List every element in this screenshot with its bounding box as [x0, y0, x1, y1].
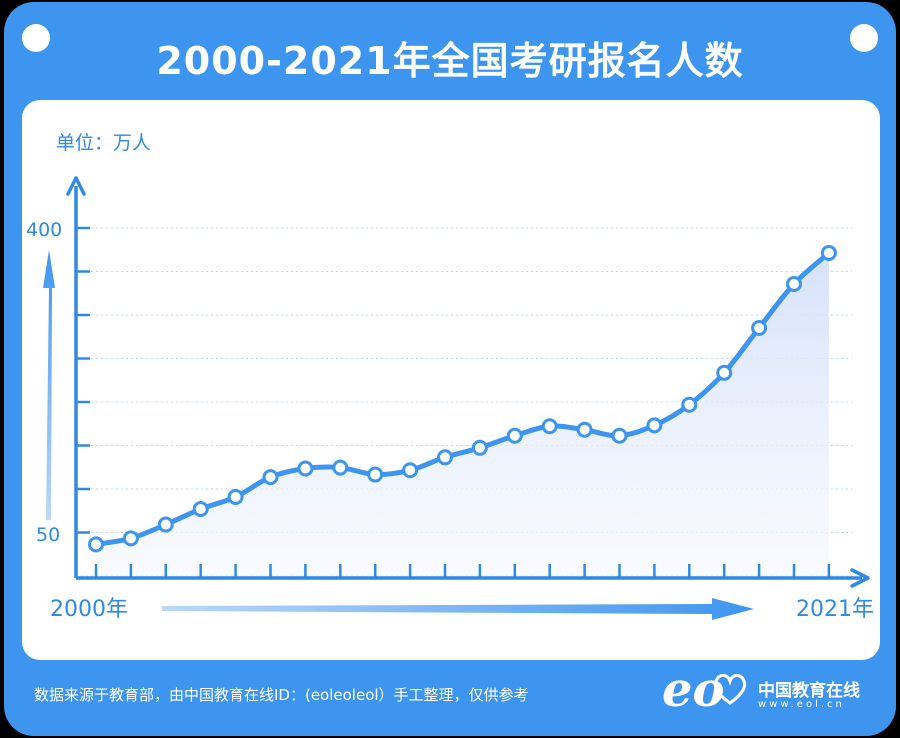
data-point-2003 [192, 501, 209, 518]
chart-panel: 50 400 2000年 2021年 单位：万人 [22, 100, 880, 660]
data-point-2006 [297, 460, 314, 477]
y-growth-arrow [43, 250, 55, 520]
unit-label: 单位：万人 [56, 132, 152, 154]
data-point-2012 [506, 427, 523, 444]
data-point-2009 [402, 462, 419, 479]
hanging-hole-right [850, 24, 878, 52]
eol-logo: eo 中国教育在线 www.eol.cn [662, 662, 862, 718]
data-point-2019 [751, 319, 768, 336]
x-label-start: 2000年 [50, 597, 128, 622]
data-point-2004 [227, 488, 244, 505]
x-axis-arrowhead [850, 568, 870, 588]
series-line [93, 250, 832, 547]
data-point-2005 [262, 469, 279, 486]
data-point-2007 [332, 459, 349, 476]
logo-text: 中国教育在线 [758, 681, 860, 701]
data-point-2010 [437, 449, 453, 466]
chart-title: 2000-2021年全国考研报名人数 [156, 39, 744, 83]
data-point-2017 [681, 396, 698, 413]
data-point-2001 [122, 530, 139, 547]
area-fill [96, 252, 829, 579]
data-point-2018 [716, 364, 733, 381]
data-point-2015 [611, 427, 628, 444]
data-point-2016 [646, 417, 663, 434]
source-note: 数据来源于教育部，由中国教育在线ID：(eoleoleol）手工整理，仅供参考 [34, 686, 529, 704]
hanging-hole-left [22, 24, 50, 52]
y-axis-arrowhead [66, 176, 86, 196]
data-point-2014 [576, 421, 593, 438]
data-point-2008 [367, 466, 384, 483]
data-point-2020 [786, 275, 802, 292]
infographic-card: 2000-2021年全国考研报名人数 50 400 2000年 2021年 单位：万人… [4, 2, 896, 736]
y-label-50: 50 [36, 524, 60, 546]
x-label-end: 2021年 [796, 597, 874, 622]
logo-mark: eo [662, 662, 725, 718]
data-point-2000 [88, 536, 104, 553]
data-point-2002 [157, 516, 174, 533]
line-chart: 50 400 2000年 2021年 [26, 176, 874, 622]
y-label-400: 400 [26, 219, 62, 241]
x-growth-arrow [162, 598, 754, 620]
heart-icon [713, 673, 747, 705]
data-point-2021 [820, 244, 837, 261]
data-point-2013 [541, 418, 558, 435]
logo-url: www.eol.cn [758, 699, 845, 710]
data-point-2011 [471, 439, 488, 456]
